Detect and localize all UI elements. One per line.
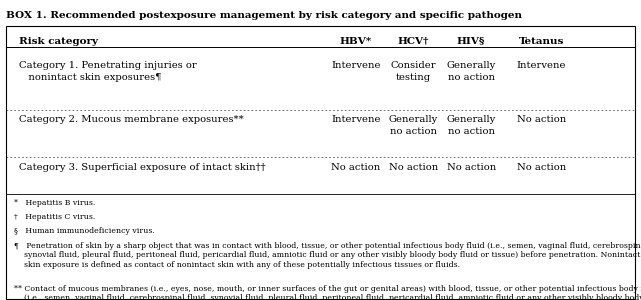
Text: HIV§: HIV§ — [457, 37, 485, 46]
Text: †   Hepatitis C virus.: † Hepatitis C virus. — [14, 213, 96, 221]
Text: *   Hepatitis B virus.: * Hepatitis B virus. — [14, 199, 96, 207]
Text: HCV†: HCV† — [397, 37, 429, 46]
Text: BOX 1. Recommended postexposure management by risk category and specific pathoge: BOX 1. Recommended postexposure manageme… — [6, 11, 522, 20]
Text: No action: No action — [331, 164, 380, 172]
Text: Tetanus: Tetanus — [519, 37, 564, 46]
Text: No action: No action — [517, 164, 566, 172]
Text: Category 1. Penetrating injuries or
   nonintact skin exposures¶: Category 1. Penetrating injuries or noni… — [19, 61, 197, 82]
Text: ** Contact of mucous membranes (i.e., eyes, nose, mouth, or inner surfaces of th: ** Contact of mucous membranes (i.e., ey… — [14, 285, 641, 300]
Text: Intervene: Intervene — [517, 61, 567, 70]
FancyBboxPatch shape — [6, 26, 635, 298]
Text: Generally
no action: Generally no action — [389, 116, 438, 136]
Text: Intervene: Intervene — [331, 61, 381, 70]
Text: Category 2. Mucous membrane exposures**: Category 2. Mucous membrane exposures** — [19, 116, 244, 124]
Text: No action: No action — [517, 116, 566, 124]
Text: No action: No action — [389, 164, 438, 172]
Text: Risk category: Risk category — [19, 37, 98, 46]
Text: No action: No action — [447, 164, 495, 172]
Text: Intervene: Intervene — [331, 116, 381, 124]
Text: §   Human immunodeficiency virus.: § Human immunodeficiency virus. — [14, 227, 155, 236]
Text: Generally
no action: Generally no action — [447, 61, 495, 82]
Text: Consider
testing: Consider testing — [390, 61, 437, 82]
Text: Generally
no action: Generally no action — [447, 116, 495, 136]
Text: ¶   Penetration of skin by a sharp object that was in contact with blood, tissue: ¶ Penetration of skin by a sharp object … — [14, 242, 641, 269]
Text: Category 3. Superficial exposure of intact skin††: Category 3. Superficial exposure of inta… — [19, 164, 266, 172]
Text: HBV*: HBV* — [340, 37, 372, 46]
